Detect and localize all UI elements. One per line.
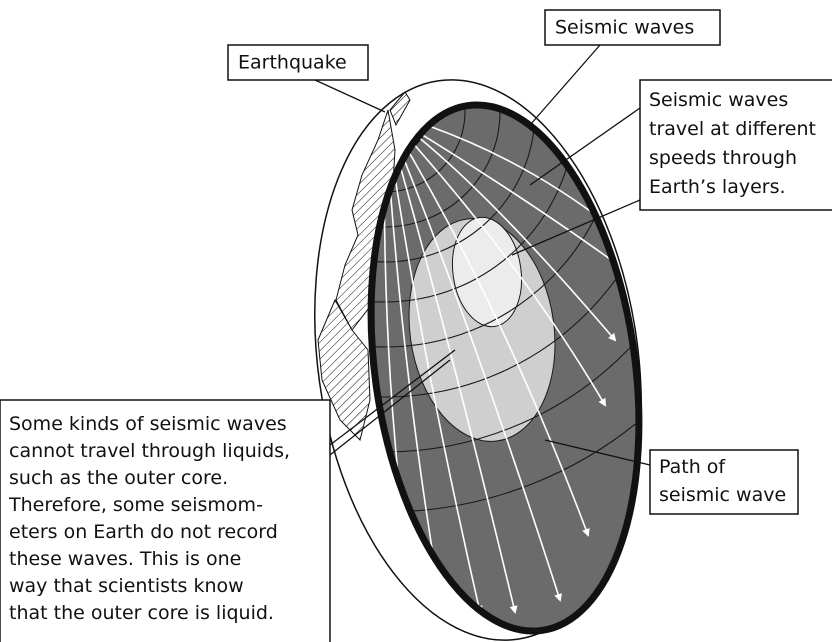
note-line: Path of [659,456,726,478]
note-line: these waves. This is one [9,548,241,570]
note-line: that the outer core is liquid. [9,602,274,624]
note-line: travel at different [649,118,816,140]
note-line: Therefore, some seismom- [8,494,263,516]
note-line: Earth’s layers. [649,176,786,198]
diagram: Seismic waves Earthquake Seismic waves t… [0,0,832,642]
note-line: speeds through [649,147,797,169]
note-line: Seismic waves [649,89,788,111]
note-line: seismic wave [659,484,786,506]
note-line: eters on Earth do not record [9,521,278,543]
note-line: way that scientists know [9,575,244,597]
note-line: such as the outer core. [9,467,228,489]
label: Seismic waves [555,17,694,39]
label: Earthquake [238,52,347,74]
note-line: cannot travel through liquids, [9,440,290,462]
note-line: Some kinds of seismic waves [9,413,287,435]
